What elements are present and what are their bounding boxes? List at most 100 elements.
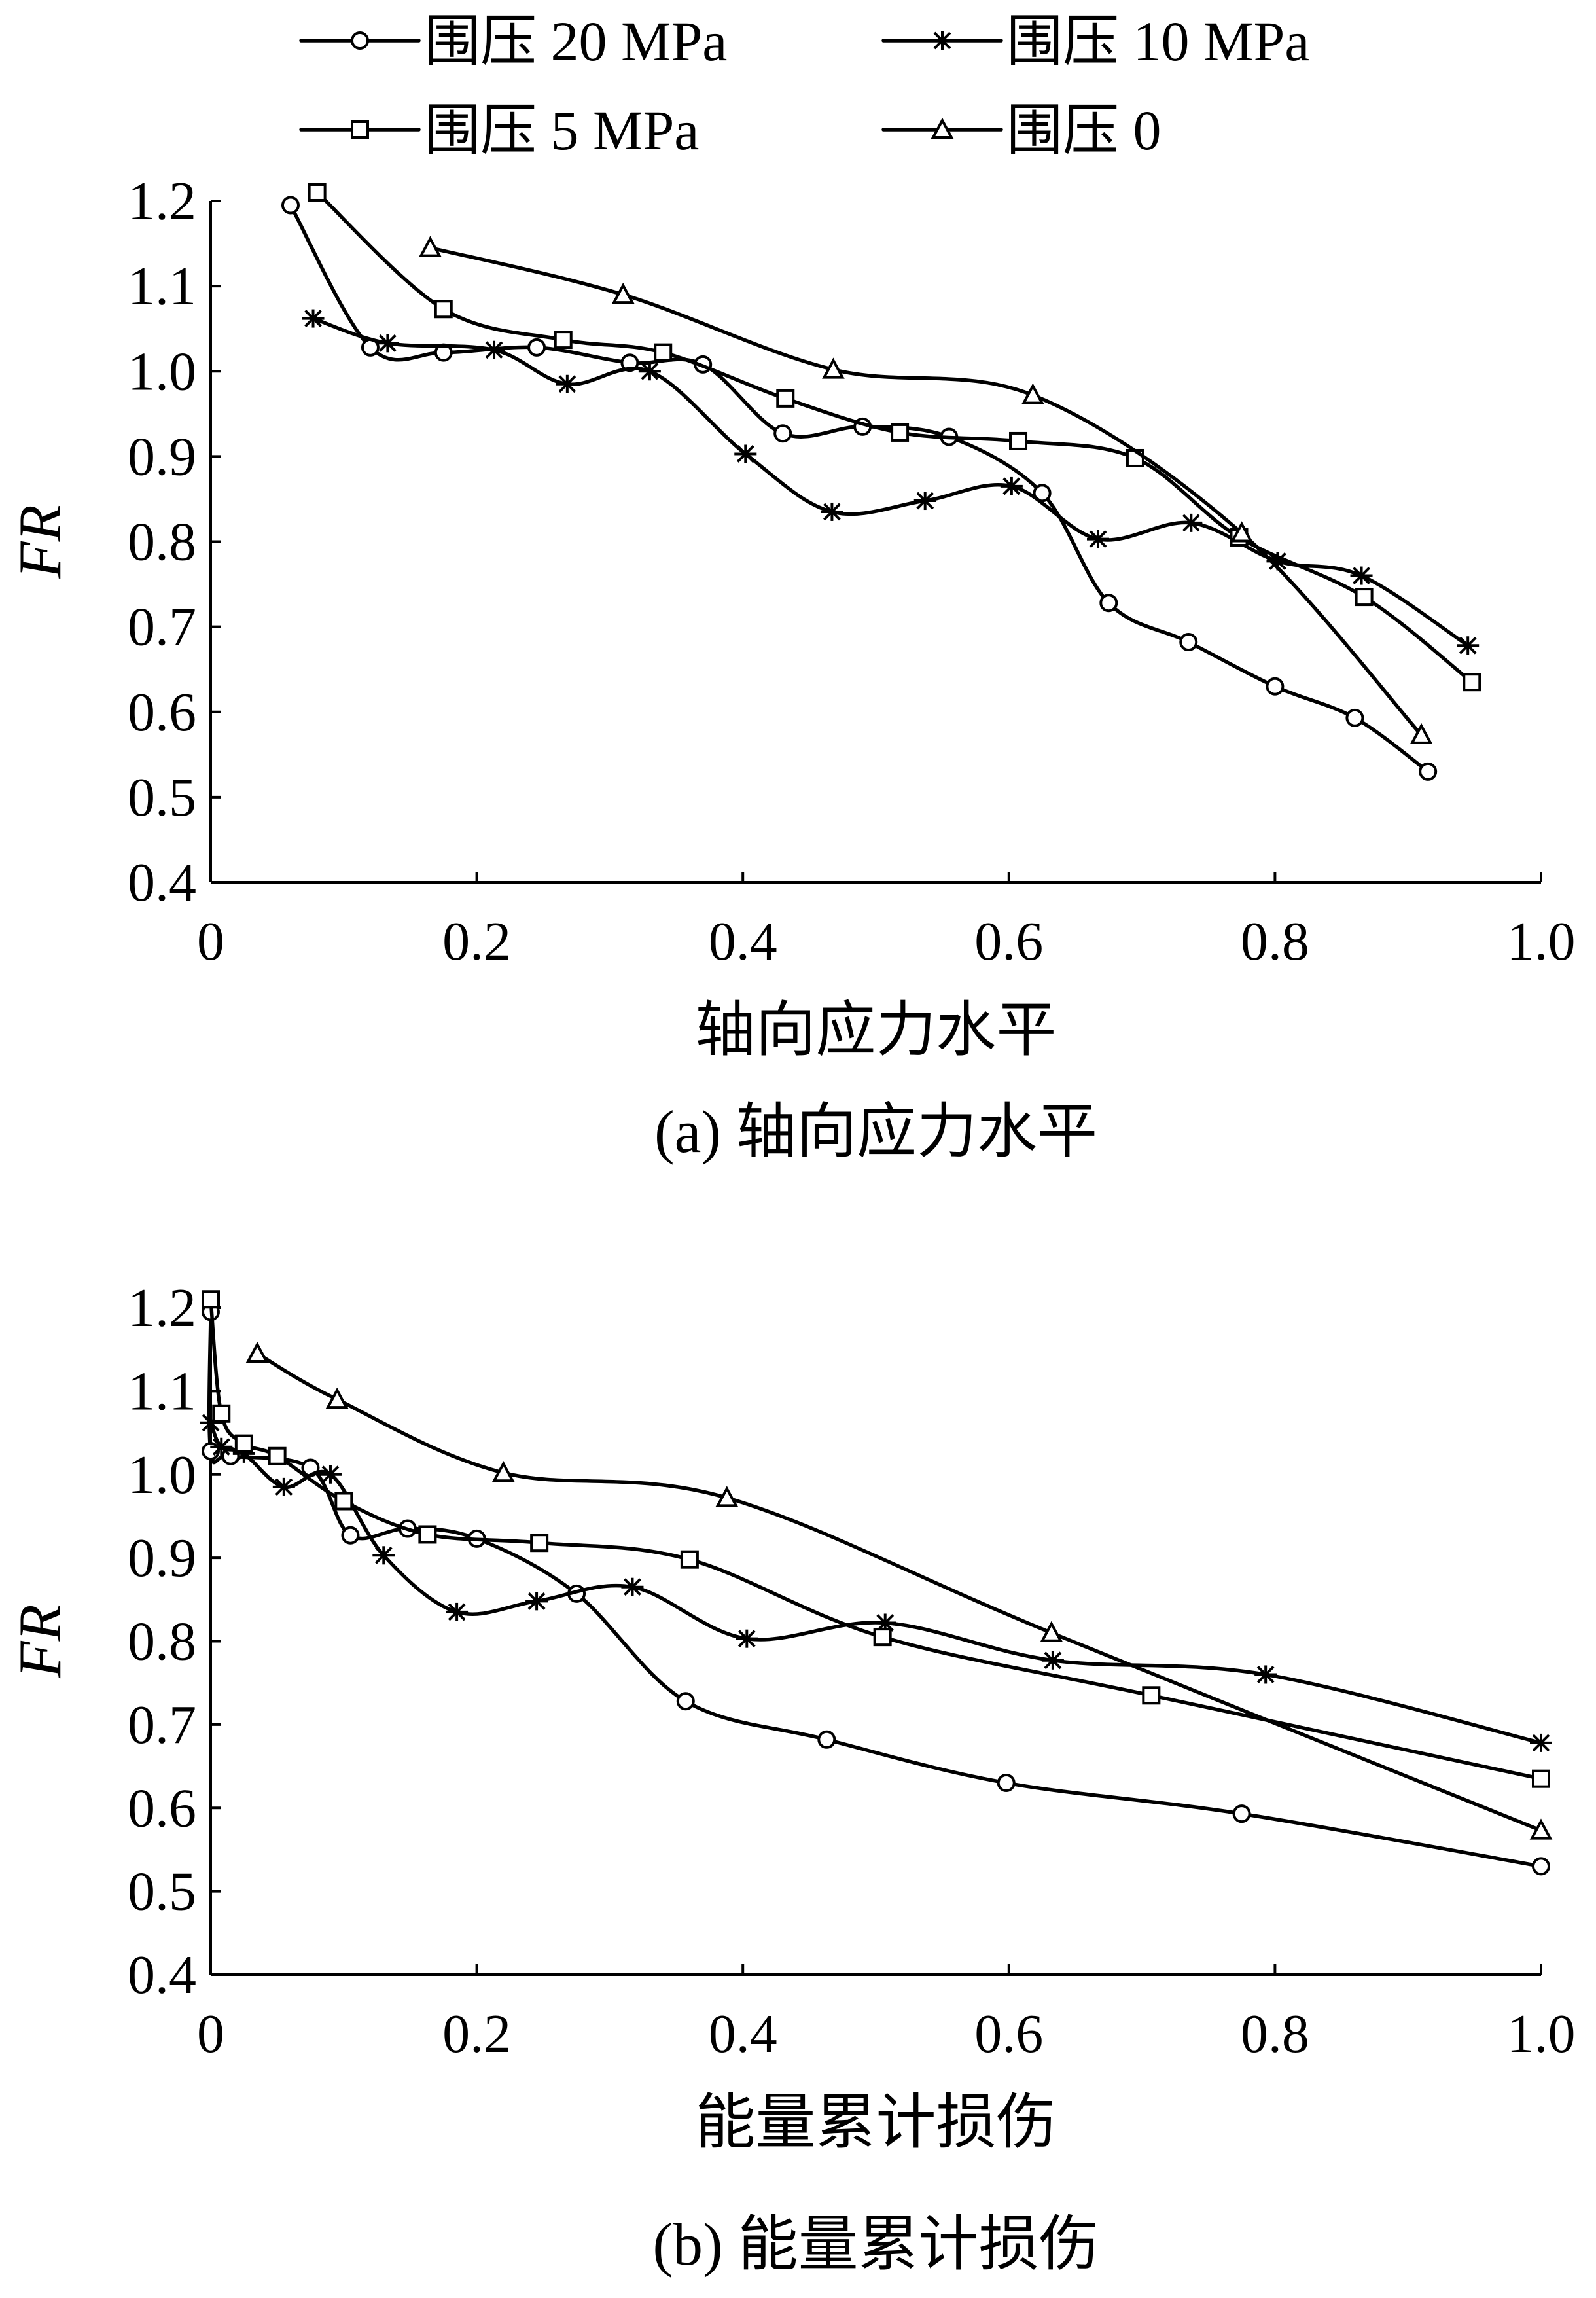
data-point-10mpa bbox=[1530, 1733, 1552, 1752]
data-point-0 bbox=[491, 1460, 515, 1482]
series-10mpa bbox=[302, 309, 1480, 655]
data-point-0 bbox=[822, 357, 845, 379]
y-tick-label: 0.4 bbox=[128, 852, 196, 913]
legend: 围压 20 MPa 围压 10 MPa 围压 5 MPa 围压 0 bbox=[299, 10, 1309, 162]
y-axis-label: FR bbox=[7, 505, 73, 579]
x-tick-label: 0.8 bbox=[1241, 911, 1309, 972]
series-line-5mpa bbox=[209, 1297, 1543, 1781]
y-tick-label: 0.8 bbox=[128, 512, 196, 573]
y-tick-label: 0.6 bbox=[128, 682, 196, 743]
y-tick-label: 0.8 bbox=[128, 1611, 196, 1672]
x-axis-label: 轴向应力水平 bbox=[695, 997, 1056, 1064]
data-point-5mpa bbox=[268, 1446, 287, 1465]
x-tick-label: 0 bbox=[197, 911, 224, 972]
data-point-10mpa bbox=[1254, 1665, 1277, 1684]
x-tick-label: 0.2 bbox=[442, 2003, 511, 2064]
series-line-20mpa bbox=[207, 1310, 1543, 1869]
x-tick-label: 0.6 bbox=[974, 2003, 1043, 2064]
data-point-20mpa bbox=[773, 424, 792, 443]
data-point-20mpa bbox=[1232, 1804, 1251, 1823]
data-point-0 bbox=[611, 282, 635, 304]
x-tick-label: 0.4 bbox=[709, 911, 777, 972]
y-tick-label: 1.1 bbox=[128, 1361, 196, 1422]
legend-label-5mpa: 围压 5 MPa bbox=[424, 99, 699, 162]
data-point-20mpa bbox=[1099, 594, 1118, 613]
data-point-10mpa bbox=[372, 1546, 395, 1565]
legend-item-20mpa: 围压 20 MPa bbox=[299, 10, 727, 73]
data-point-0 bbox=[325, 1387, 349, 1409]
series-0 bbox=[245, 1341, 1553, 1840]
data-point-10mpa bbox=[556, 374, 578, 393]
series-20mpa bbox=[202, 1302, 1550, 1876]
y-tick-label: 0.9 bbox=[128, 1528, 196, 1589]
data-point-5mpa bbox=[1463, 673, 1481, 692]
y-tick-label: 0.5 bbox=[128, 1861, 196, 1922]
data-point-0 bbox=[1410, 723, 1433, 744]
data-point-0 bbox=[245, 1341, 269, 1363]
data-point-5mpa bbox=[334, 1492, 353, 1511]
data-point-5mpa bbox=[1355, 588, 1374, 607]
data-point-5mpa bbox=[212, 1404, 231, 1423]
chart-panel-a: 0.4 0.5 0.6 0.7 0.8 0.9 1.0 1.1 1.2 0 0.2 0.4 0.6 0.8… bbox=[7, 171, 1576, 1165]
data-point-20mpa bbox=[1345, 708, 1364, 727]
data-point-10mpa bbox=[319, 1465, 342, 1484]
y-tick-label: 0.4 bbox=[128, 1945, 196, 2005]
x-axis-label: 能量累计损伤 bbox=[695, 2089, 1056, 2156]
data-point-10mpa bbox=[210, 1437, 233, 1456]
panel-caption: (a) 轴向应力水平 bbox=[654, 1098, 1097, 1165]
data-point-5mpa bbox=[234, 1434, 253, 1453]
data-point-10mpa bbox=[1457, 636, 1480, 655]
data-point-10mpa bbox=[272, 1477, 295, 1496]
data-point-10mpa bbox=[446, 1602, 469, 1621]
data-point-10mpa bbox=[638, 362, 661, 381]
asterisk-marker-icon bbox=[931, 31, 953, 50]
data-point-20mpa bbox=[676, 1692, 695, 1711]
x-tick-label: 0 bbox=[197, 2003, 224, 2064]
data-point-20mpa bbox=[1179, 633, 1198, 652]
x-tick-label: 0.4 bbox=[709, 2003, 777, 2064]
panel-caption: (b) 能量累计损伤 bbox=[652, 2211, 1099, 2278]
y-tick-label: 1.0 bbox=[128, 1445, 196, 1505]
data-point-5mpa bbox=[1009, 431, 1028, 450]
x-tick-label: 0.6 bbox=[974, 911, 1043, 972]
x-tick-label: 1.0 bbox=[1507, 911, 1576, 972]
data-point-0 bbox=[1529, 1818, 1553, 1840]
circle-marker-icon bbox=[351, 31, 369, 50]
data-point-0 bbox=[1021, 383, 1044, 404]
y-tick-label: 0.7 bbox=[128, 597, 196, 658]
data-point-5mpa bbox=[1142, 1686, 1161, 1705]
data-point-20mpa bbox=[341, 1526, 360, 1545]
data-point-10mpa bbox=[821, 502, 843, 521]
series-20mpa bbox=[281, 196, 1438, 781]
data-point-5mpa bbox=[654, 343, 673, 362]
data-point-10mpa bbox=[1350, 566, 1373, 585]
data-point-20mpa bbox=[527, 338, 546, 357]
data-point-5mpa bbox=[873, 1628, 892, 1647]
square-marker-icon bbox=[351, 120, 369, 139]
legend-label-10mpa: 围压 10 MPa bbox=[1006, 10, 1309, 73]
y-tick-label: 0.7 bbox=[128, 1695, 196, 1755]
series-10mpa bbox=[200, 1413, 1552, 1752]
series-5mpa bbox=[202, 1290, 1550, 1788]
data-point-5mpa bbox=[202, 1290, 220, 1309]
y-tick-label: 1.1 bbox=[128, 256, 196, 317]
series-line-20mpa bbox=[289, 203, 1430, 774]
data-point-5mpa bbox=[1532, 1769, 1550, 1788]
series-0 bbox=[419, 236, 1433, 744]
data-point-20mpa bbox=[1419, 762, 1438, 781]
chart-panel-b: 0.4 0.5 0.6 0.7 0.8 0.9 1.0 1.1 1.2 0 0.2 0.4 0.6 0.8… bbox=[7, 1278, 1576, 2278]
x-tick-label: 0.8 bbox=[1241, 2003, 1309, 2064]
series-line-0 bbox=[428, 245, 1423, 737]
legend-label-0: 围压 0 bbox=[1006, 99, 1162, 162]
data-point-5mpa bbox=[530, 1534, 549, 1553]
y-tick-label: 1.0 bbox=[128, 341, 196, 402]
x-tick-label: 1.0 bbox=[1507, 2003, 1576, 2064]
data-point-10mpa bbox=[525, 1592, 548, 1611]
legend-item-0: 围压 0 bbox=[881, 99, 1162, 162]
data-point-10mpa bbox=[483, 340, 506, 359]
y-tick-label: 1.2 bbox=[128, 171, 196, 232]
data-point-10mpa bbox=[376, 334, 399, 353]
triangle-marker-icon bbox=[931, 117, 954, 139]
data-point-10mpa bbox=[1041, 1651, 1064, 1670]
data-point-0 bbox=[419, 236, 442, 257]
